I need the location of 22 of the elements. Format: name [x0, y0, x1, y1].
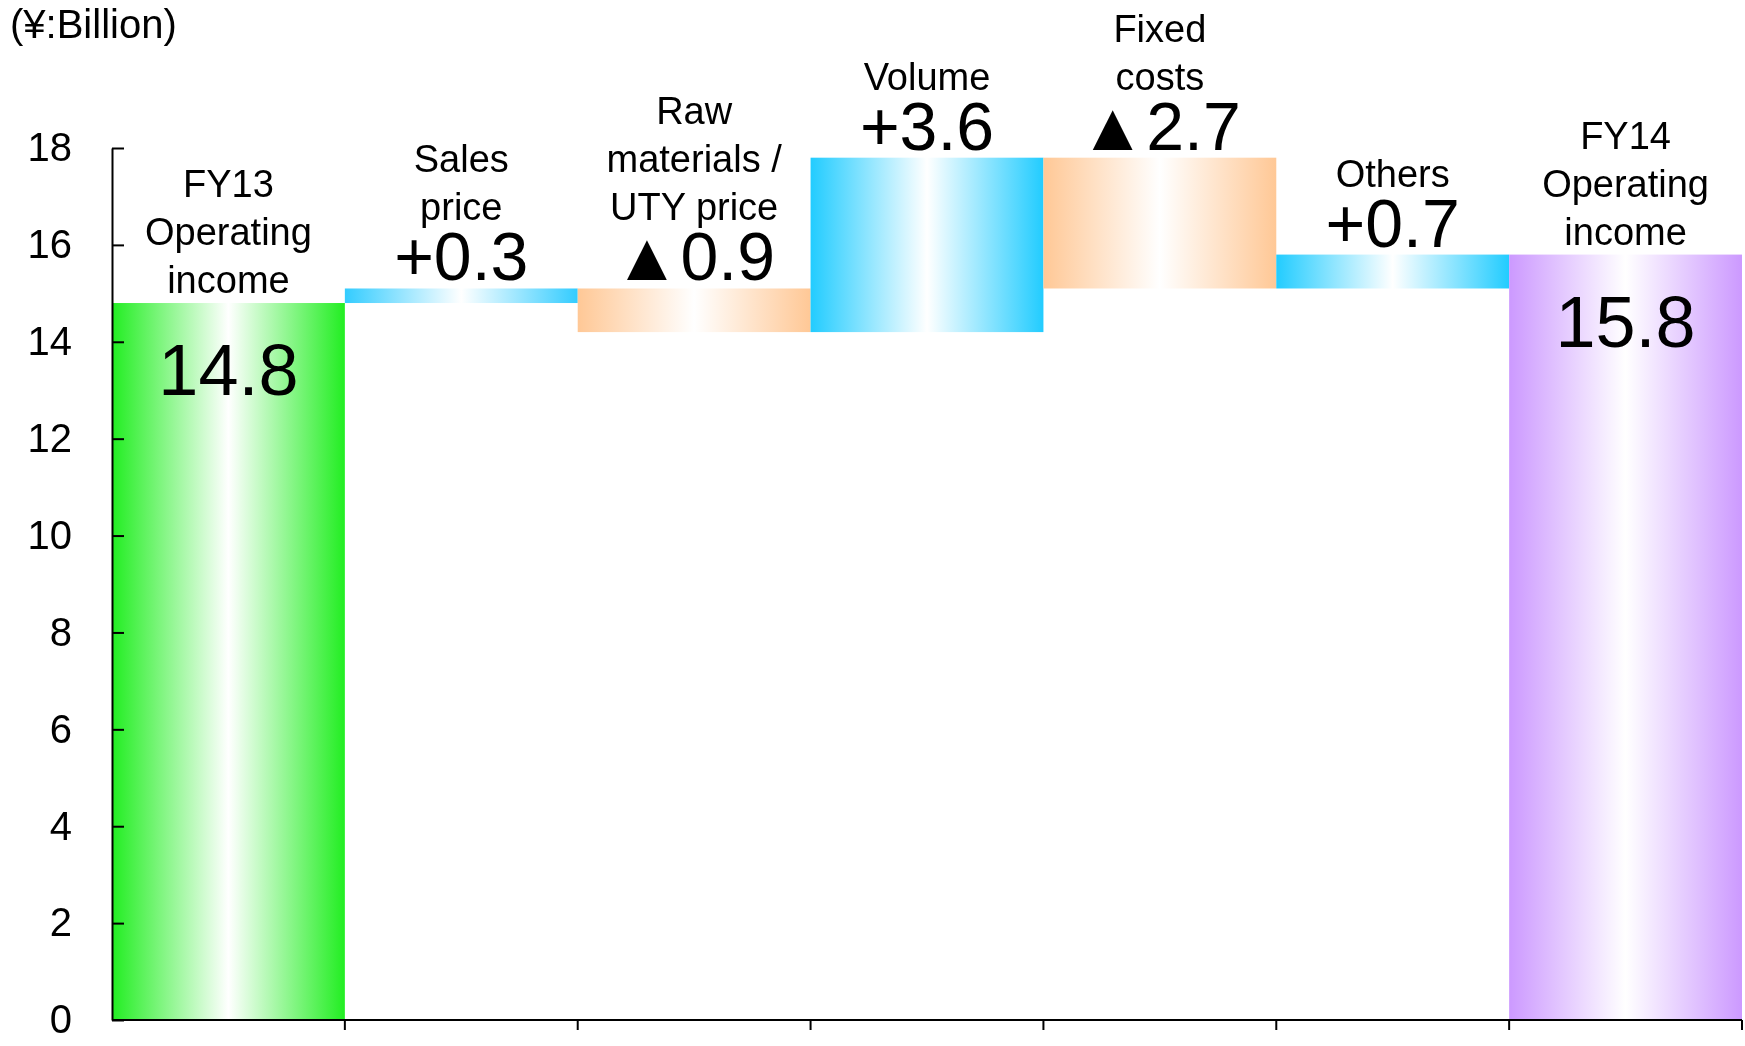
- bar: [1509, 254, 1742, 1020]
- data-label: 14.8: [158, 330, 299, 411]
- x-tick-label: FY14 Operating income: [1542, 114, 1710, 253]
- y-tick-label: 12: [27, 415, 72, 460]
- y-tick-label: 14: [27, 319, 72, 364]
- y-tick-label: 10: [27, 512, 72, 557]
- y-tick-label: 6: [49, 706, 72, 751]
- bar: [112, 303, 345, 1020]
- y-tick-label: 0: [49, 997, 72, 1042]
- y-tick-label: 18: [27, 125, 72, 170]
- data-label: 15.8: [1555, 281, 1696, 362]
- y-tick-label: 4: [49, 803, 72, 848]
- bar: [810, 157, 1044, 333]
- bar: [1043, 157, 1277, 289]
- y-axis-title: (¥:Billion): [10, 2, 177, 46]
- bar: [344, 288, 578, 304]
- y-tick-label: 2: [49, 900, 72, 945]
- x-tick-label: FY13 Operating income: [144, 163, 312, 302]
- bar: [1276, 254, 1510, 289]
- y-tick-label: 8: [49, 609, 72, 654]
- y-tick-label: 16: [27, 222, 72, 267]
- bar: [577, 288, 811, 333]
